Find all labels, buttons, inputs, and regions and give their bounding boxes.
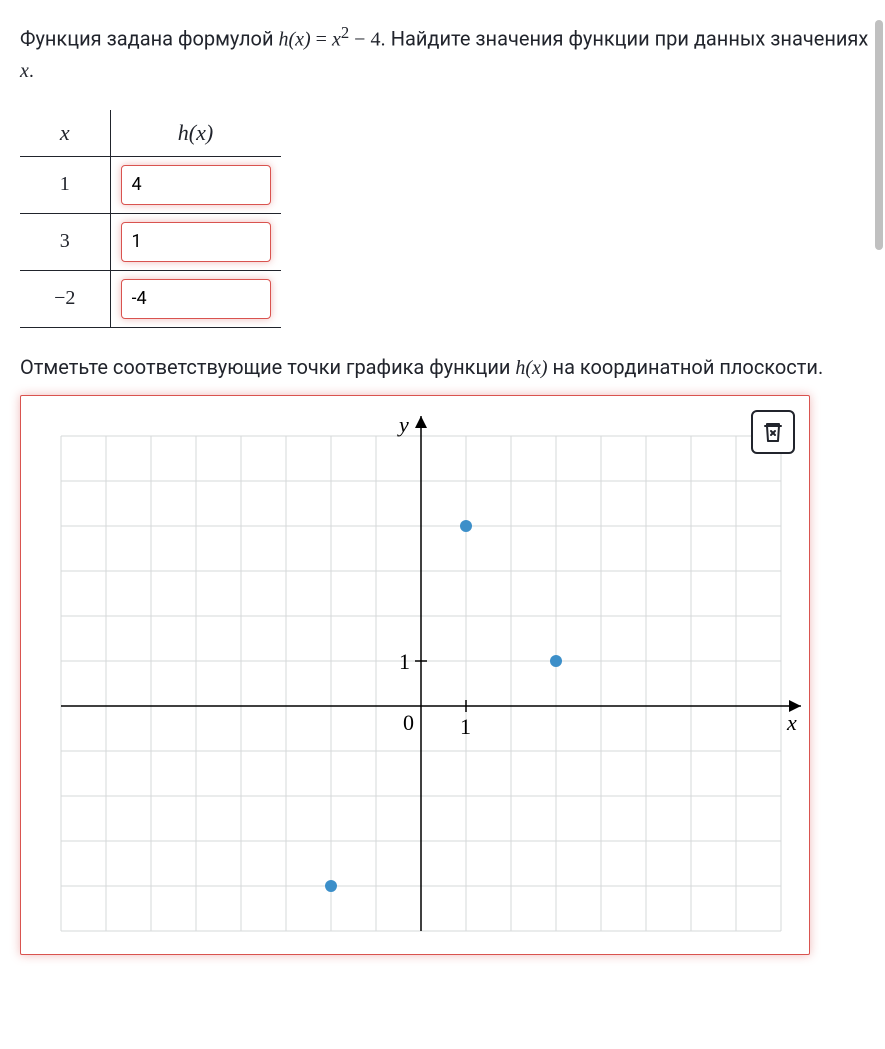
function-table: x h(x) 1 3 −2 [20, 110, 281, 328]
problem-period: . [29, 58, 34, 82]
hx-input-1[interactable] [121, 222, 271, 262]
table-row: 1 [20, 156, 281, 213]
svg-text:0: 0 [403, 710, 414, 735]
table-x-cell: 1 [20, 156, 110, 213]
graph-instruction: Отметьте соответствующие точки графика ф… [20, 352, 885, 383]
formula-rhs-base: x [332, 29, 341, 51]
graph-instruction-before: Отметьте соответствующие точки графика ф… [20, 355, 515, 379]
svg-text:x: x [786, 710, 797, 735]
problem-text-before: Функция задана формулой [20, 27, 278, 51]
scrollbar-thumb[interactable] [875, 20, 883, 250]
formula-eq: = [311, 29, 332, 51]
trash-icon [761, 420, 785, 444]
hx-input-0[interactable] [121, 165, 271, 205]
problem-var: x [20, 60, 29, 82]
clear-points-button[interactable] [751, 410, 795, 454]
formula-rhs-exp: 2 [341, 23, 349, 42]
svg-text:y: y [397, 412, 409, 437]
table-x-cell: 3 [20, 213, 110, 270]
table-row: 3 [20, 213, 281, 270]
coordinate-plane[interactable]: 0 1 1 y x [20, 395, 810, 955]
scrollbar-track[interactable] [873, 20, 883, 955]
graph-svg[interactable]: 0 1 1 y x [21, 396, 811, 956]
table-header-hx: h(x) [110, 110, 281, 157]
hx-input-2[interactable] [121, 279, 271, 319]
formula-tail: − 4 [349, 29, 380, 51]
table-row: −2 [20, 270, 281, 327]
table-x-cell: −2 [20, 270, 110, 327]
svg-text:1: 1 [399, 649, 410, 674]
svg-text:1: 1 [460, 714, 471, 739]
table-header-x: x [20, 110, 110, 157]
problem-text-after: . Найдите значения функции при данных зн… [380, 27, 868, 51]
problem-statement: Функция задана формулой h(x) = x2 − 4. Н… [20, 20, 885, 86]
graph-instruction-fn: h(x) [515, 357, 547, 379]
graph-instruction-after: на координатной плоскости. [548, 355, 824, 379]
formula-lhs: h(x) [278, 29, 310, 51]
